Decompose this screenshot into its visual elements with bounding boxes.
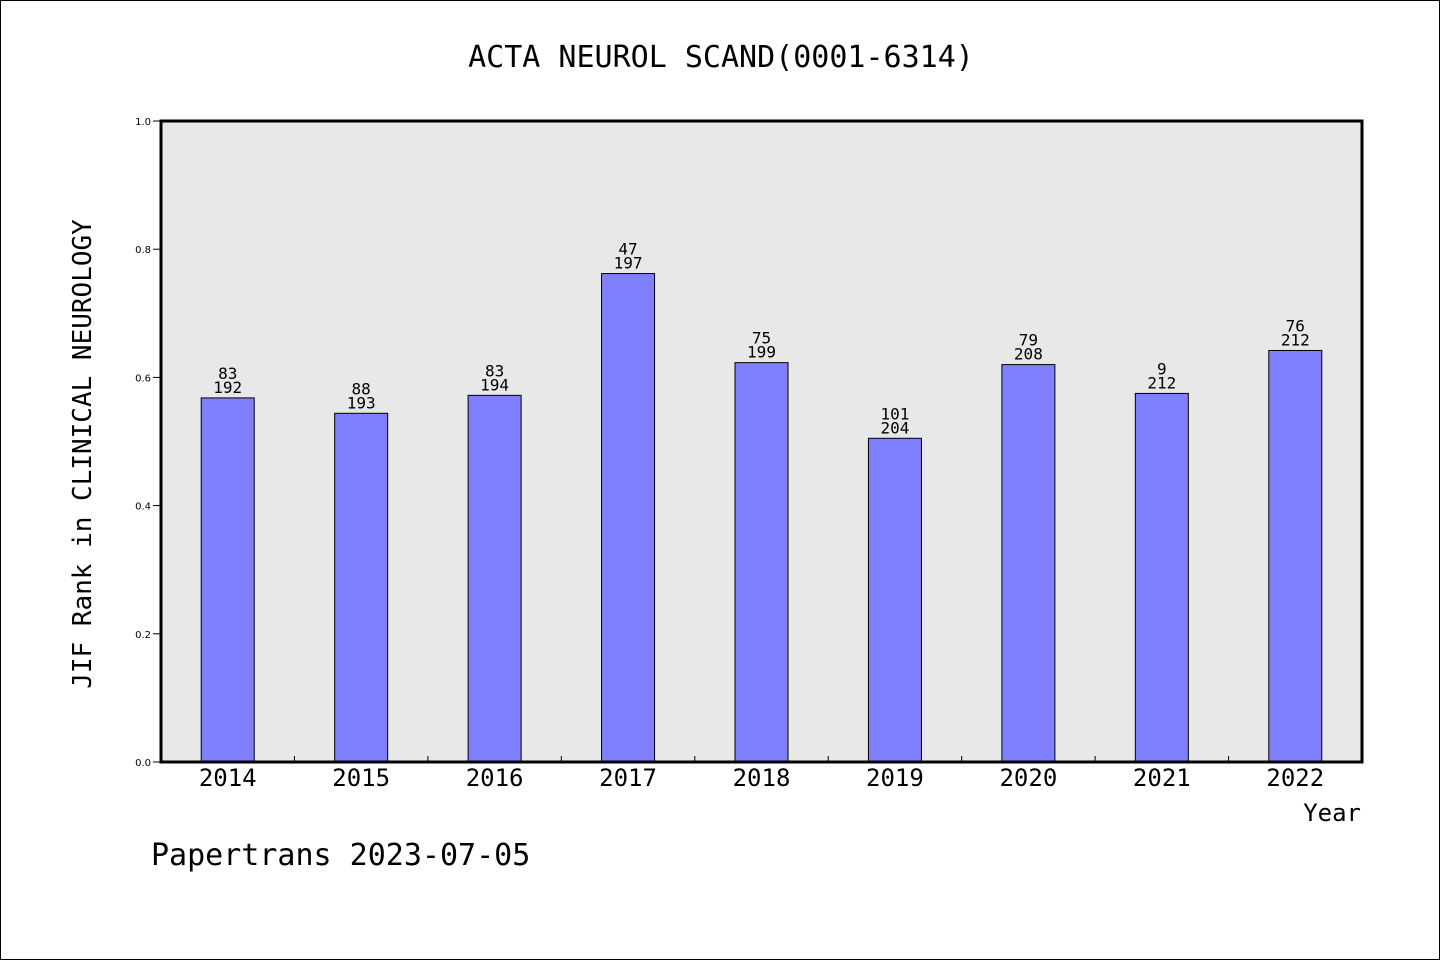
bar-rank-label: 79 <box>1019 331 1038 350</box>
bar-rank-label: 75 <box>752 329 771 348</box>
plot-border <box>159 119 1364 764</box>
bar-2018 <box>734 362 789 763</box>
x-tick-label: 2018 <box>733 764 791 792</box>
x-tick-label: 2022 <box>1266 764 1324 792</box>
x-tick-label: 2016 <box>466 764 524 792</box>
y-axis-label: JIF Rank in CLINICAL NEUROLOGY <box>68 219 98 689</box>
bar-total-label: 197 <box>614 254 643 273</box>
y-tick-label: 0.4 <box>135 502 151 513</box>
x-tick-label: 2017 <box>599 764 657 792</box>
bar-2014 <box>200 397 255 763</box>
bar-total-label: 192 <box>213 378 242 397</box>
bar-2021 <box>1134 392 1189 763</box>
x-tick-label: 2015 <box>332 764 390 792</box>
bar-2020 <box>1001 364 1056 763</box>
footer-credit: Papertrans 2023-07-05 <box>151 838 530 873</box>
y-tick-label: 0.2 <box>135 630 151 641</box>
chart-title: ACTA NEUROL SCAND(0001-6314) <box>468 40 974 75</box>
bar-2019 <box>867 437 922 763</box>
x-axis-ticks: 2014 2015 2016 2017 2018 2019 2020 2021 2022 <box>199 756 1324 792</box>
x-axis-label: Year <box>1303 799 1361 827</box>
bar-total-label: 194 <box>480 375 509 394</box>
bar-rank-label: 83 <box>485 361 504 380</box>
bar-total-label: 208 <box>1014 345 1043 364</box>
bar-rank-label: 83 <box>218 364 237 383</box>
y-tick-label: 0.8 <box>135 245 151 256</box>
y-tick-label: 0.6 <box>135 373 151 384</box>
bar-rank-label: 101 <box>880 404 909 423</box>
bar-rank-label: 88 <box>352 379 371 398</box>
x-tick-label: 2021 <box>1133 764 1191 792</box>
x-tick-label: 2019 <box>866 764 924 792</box>
bar-2017 <box>601 273 656 763</box>
bar-total-label: 204 <box>880 418 909 437</box>
bar-total-label: 212 <box>1281 330 1310 349</box>
bar-rank-label: 47 <box>618 240 637 259</box>
bar-total-label: 193 <box>347 393 376 412</box>
bar-2015 <box>334 412 389 763</box>
x-tick-label: 2020 <box>999 764 1057 792</box>
bar-total-label: 212 <box>1147 373 1176 392</box>
bar-2022 <box>1268 349 1323 763</box>
bar-total-label: 199 <box>747 343 776 362</box>
bars-group <box>200 273 1323 763</box>
bar-rank-label: 76 <box>1286 316 1305 335</box>
y-axis-ticks: 0.0 0.2 0.4 0.6 0.8 1.0 <box>135 117 161 769</box>
bar-2016 <box>467 394 522 763</box>
bar-rank-label: 9 <box>1157 359 1167 378</box>
y-tick-label: 0.0 <box>135 758 151 769</box>
x-tick-label: 2014 <box>199 764 257 792</box>
y-tick-label: 1.0 <box>135 117 151 128</box>
